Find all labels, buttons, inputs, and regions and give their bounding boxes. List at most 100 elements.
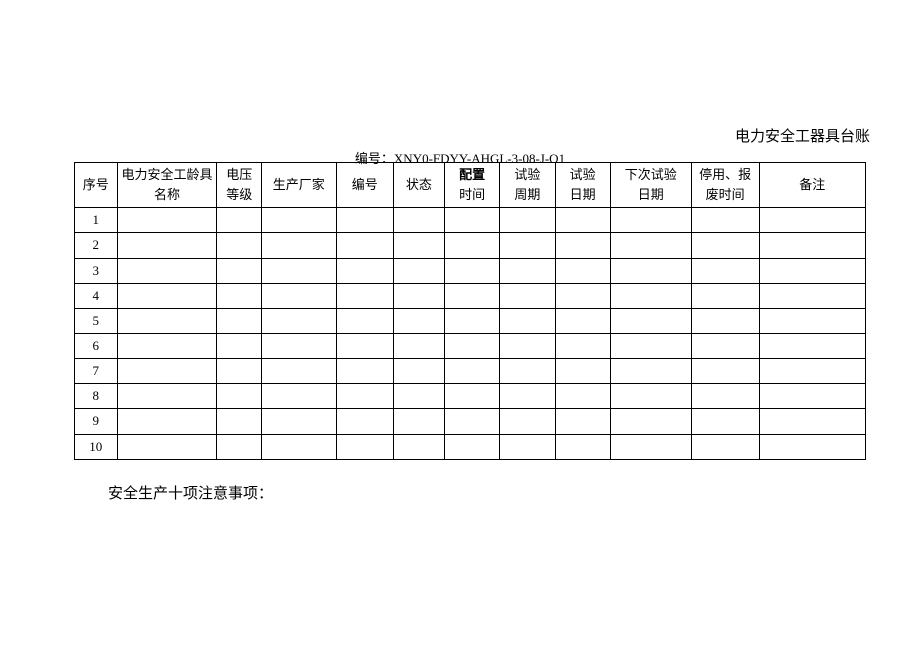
cell <box>500 409 555 434</box>
cell <box>610 359 691 384</box>
cell <box>555 258 610 283</box>
cell <box>117 384 217 409</box>
col-header-text: 备注 <box>799 177 825 192</box>
cell <box>262 434 336 459</box>
cell <box>393 283 444 308</box>
cell <box>262 384 336 409</box>
cell <box>610 233 691 258</box>
col-header-text: 配置 <box>459 167 485 182</box>
cell <box>217 308 262 333</box>
col-header-config-time: 配置时间 <box>444 163 499 208</box>
cell <box>262 409 336 434</box>
col-header-number: 编号 <box>336 163 393 208</box>
cell <box>759 258 865 283</box>
cell <box>262 283 336 308</box>
cell <box>117 283 217 308</box>
cell <box>610 308 691 333</box>
col-header-text: 试验 <box>570 167 596 182</box>
cell <box>217 258 262 283</box>
cell <box>555 434 610 459</box>
cell-seq: 7 <box>75 359 118 384</box>
cell <box>691 384 759 409</box>
col-header-seq: 序号 <box>75 163 118 208</box>
cell <box>500 308 555 333</box>
cell <box>217 384 262 409</box>
cell <box>393 208 444 233</box>
cell <box>336 359 393 384</box>
cell <box>393 258 444 283</box>
cell <box>691 434 759 459</box>
cell <box>217 409 262 434</box>
ledger-table-container: 序号 电力安全工龄具名称 电压等级 生产厂家 编号 状态 配置时间 试验周期 试… <box>74 162 866 460</box>
col-header-text: 日期 <box>570 187 596 202</box>
cell <box>444 333 499 358</box>
cell <box>117 434 217 459</box>
cell-seq: 9 <box>75 409 118 434</box>
cell <box>555 384 610 409</box>
cell <box>555 233 610 258</box>
cell <box>262 258 336 283</box>
cell <box>393 308 444 333</box>
col-header-remark: 备注 <box>759 163 865 208</box>
col-header-text: 编号 <box>352 177 378 192</box>
cell <box>217 434 262 459</box>
cell <box>691 258 759 283</box>
cell-seq: 2 <box>75 233 118 258</box>
cell <box>500 384 555 409</box>
col-header-text: 日期 <box>638 187 664 202</box>
cell <box>217 333 262 358</box>
cell-seq: 10 <box>75 434 118 459</box>
cell <box>500 233 555 258</box>
cell <box>117 208 217 233</box>
cell-seq: 6 <box>75 333 118 358</box>
cell <box>500 208 555 233</box>
cell <box>500 434 555 459</box>
cell <box>444 359 499 384</box>
cell <box>555 208 610 233</box>
col-header-text: 周期 <box>514 187 540 202</box>
cell <box>217 283 262 308</box>
cell <box>500 333 555 358</box>
cell <box>555 359 610 384</box>
col-header-text: 电力安全工龄具 <box>121 167 212 182</box>
cell <box>555 283 610 308</box>
col-header-text: 名称 <box>154 187 180 202</box>
cell <box>336 409 393 434</box>
cell <box>444 384 499 409</box>
cell-seq: 8 <box>75 384 118 409</box>
cell <box>610 409 691 434</box>
cell <box>336 333 393 358</box>
cell <box>444 233 499 258</box>
page-title: 电力安全工器具台账 <box>735 125 870 146</box>
cell <box>759 333 865 358</box>
cell <box>610 333 691 358</box>
col-header-text: 试验 <box>514 167 540 182</box>
cell-seq: 5 <box>75 308 118 333</box>
col-header-text: 废时间 <box>706 187 745 202</box>
cell <box>217 359 262 384</box>
cell <box>336 283 393 308</box>
cell <box>759 434 865 459</box>
cell <box>759 409 865 434</box>
cell <box>759 208 865 233</box>
col-header-text: 序号 <box>83 177 109 192</box>
cell <box>262 333 336 358</box>
col-header-voltage: 电压等级 <box>217 163 262 208</box>
col-header-text: 等级 <box>226 187 252 202</box>
cell <box>393 359 444 384</box>
cell <box>444 258 499 283</box>
cell <box>393 233 444 258</box>
cell <box>117 308 217 333</box>
col-header-text: 下次试验 <box>625 167 677 182</box>
col-header-next-test: 下次试验日期 <box>610 163 691 208</box>
table-row: 2 <box>75 233 866 258</box>
cell <box>759 283 865 308</box>
cell <box>262 233 336 258</box>
cell <box>262 208 336 233</box>
cell <box>336 258 393 283</box>
cell-seq: 4 <box>75 283 118 308</box>
cell <box>555 308 610 333</box>
cell-seq: 1 <box>75 208 118 233</box>
cell-seq: 3 <box>75 258 118 283</box>
cell <box>117 233 217 258</box>
